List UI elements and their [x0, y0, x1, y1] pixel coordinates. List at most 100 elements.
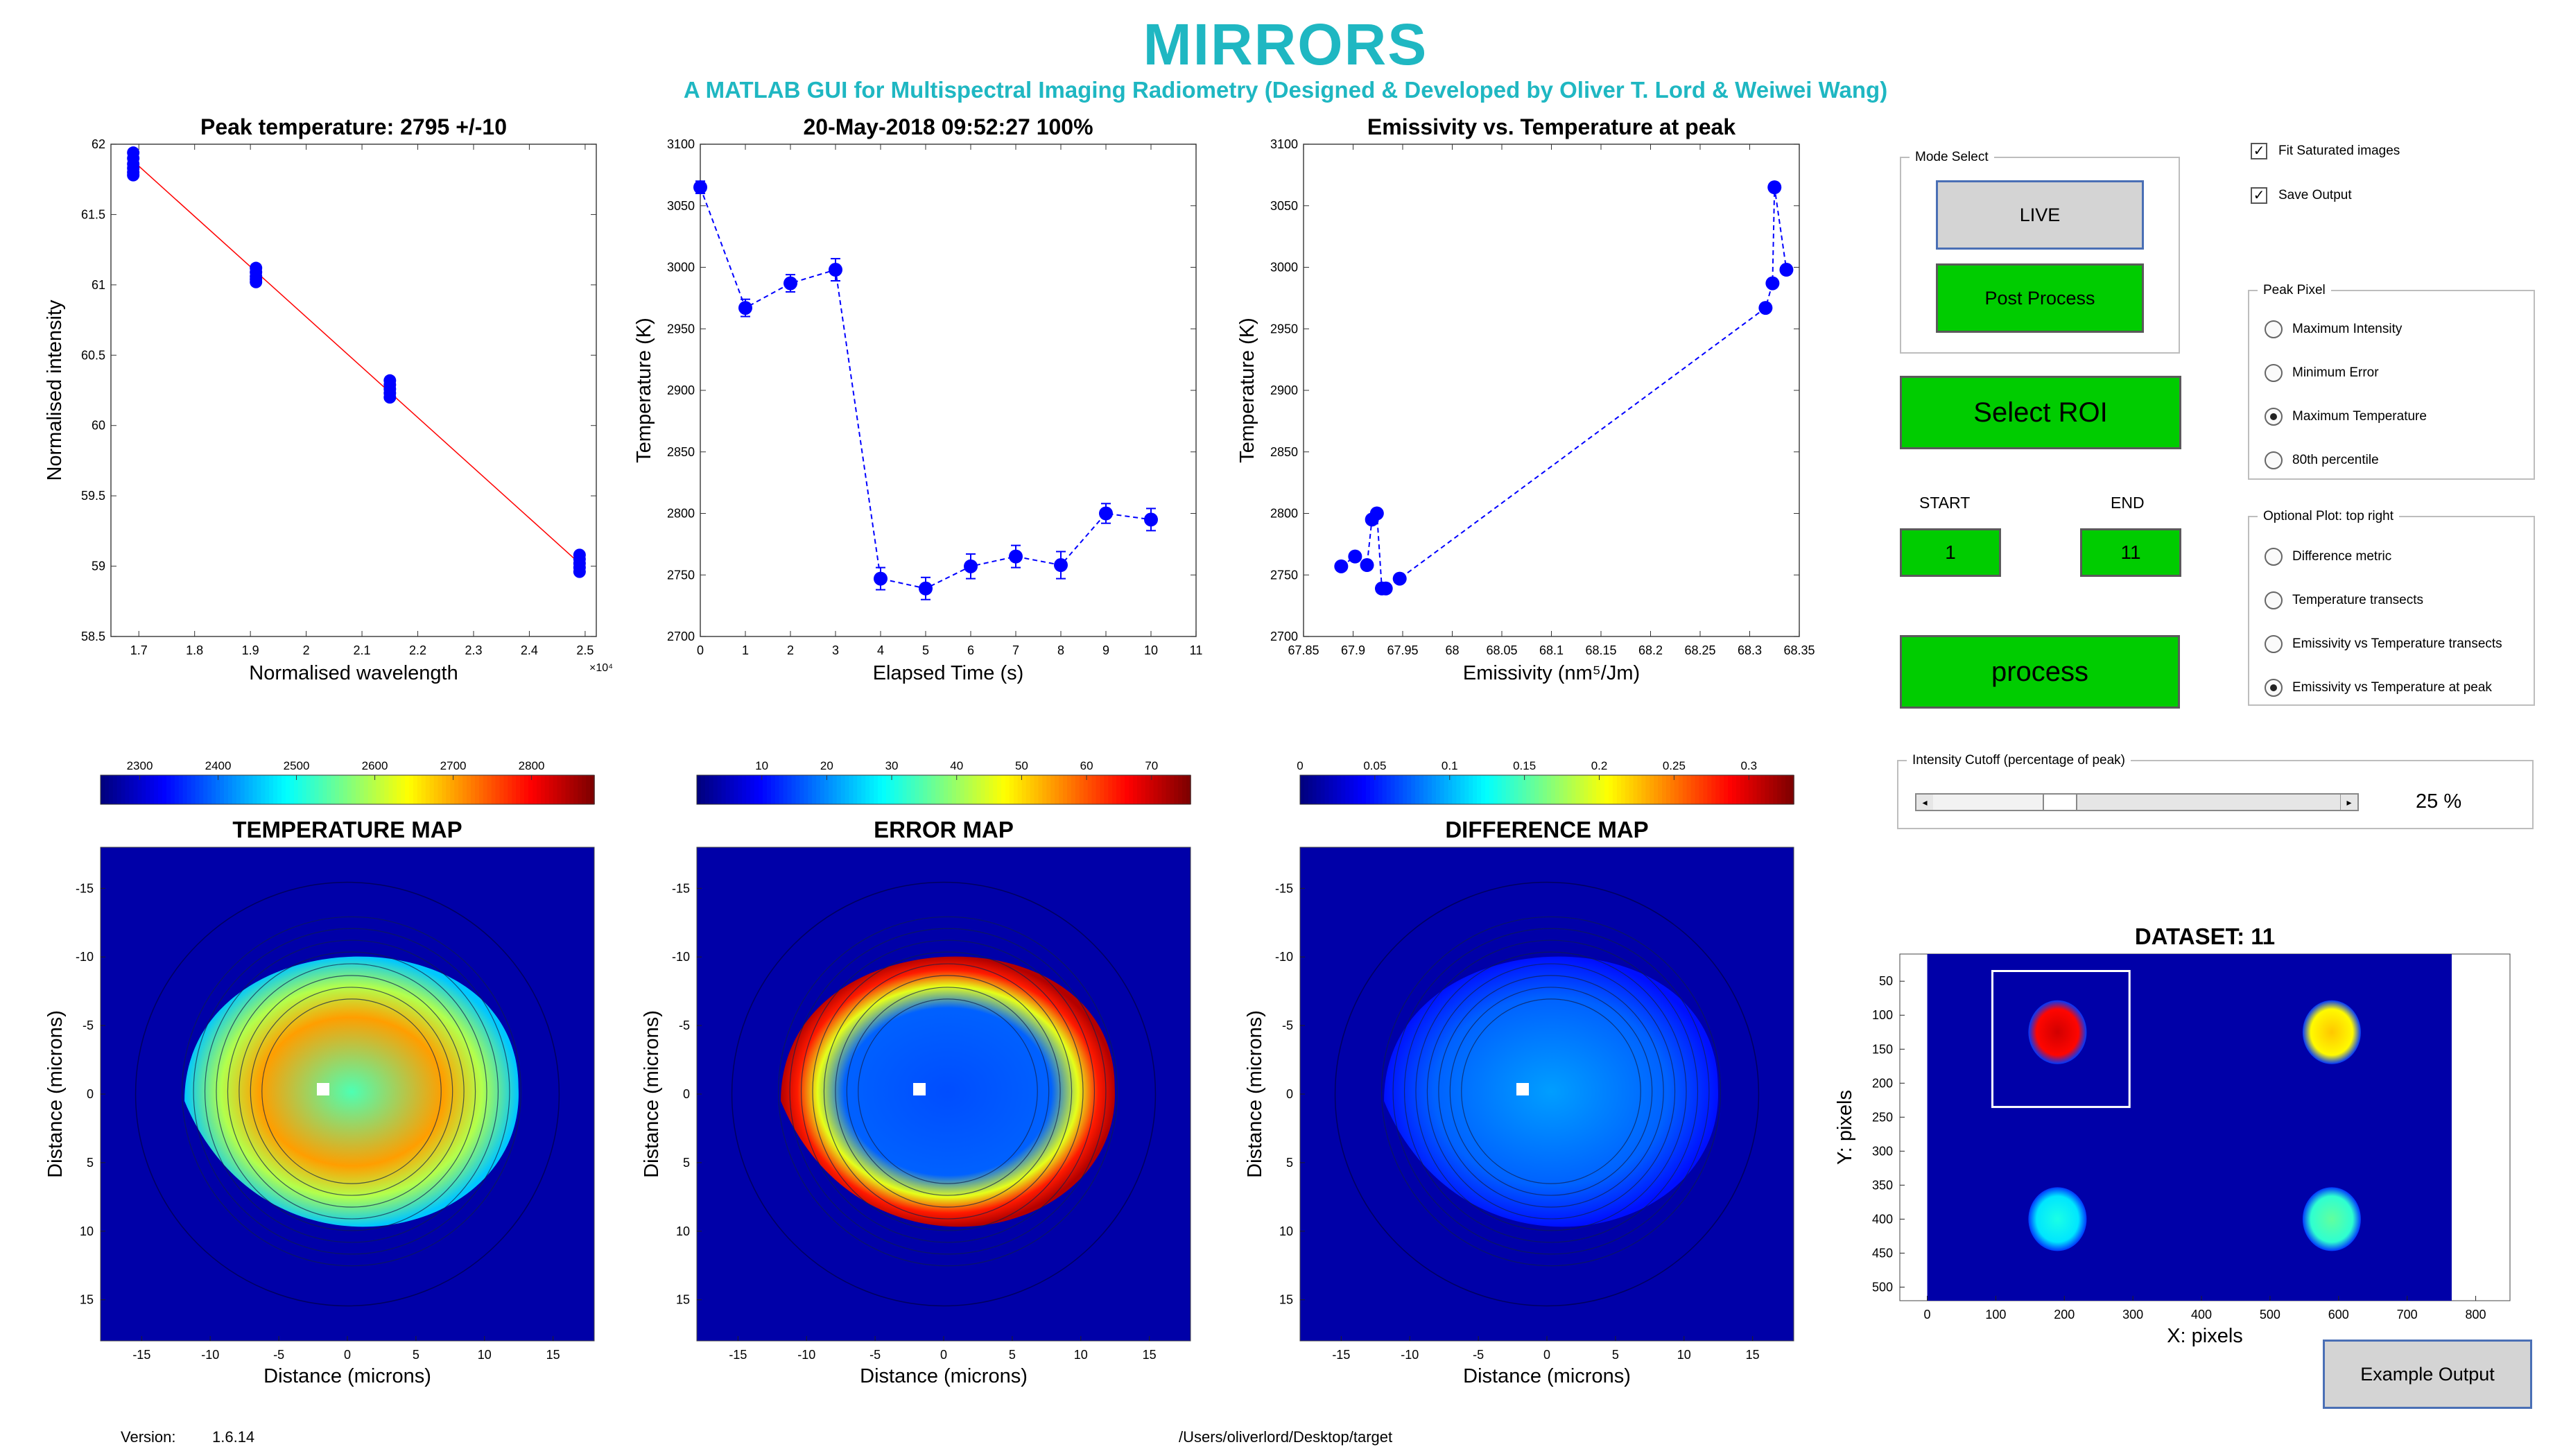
colorbar-segment [779, 775, 784, 804]
colorbar-segment [314, 775, 320, 804]
x-tick-label: 67.9 [1341, 643, 1365, 657]
save-output-checkbox[interactable]: ✓ Save Output [2251, 187, 2352, 204]
colorbar-segment [1104, 775, 1109, 804]
radio-label: Maximum Intensity [2292, 322, 2403, 336]
process-button[interactable]: process [1900, 635, 2180, 709]
colorbar-segment [232, 775, 237, 804]
colorbar-segment [1620, 775, 1626, 804]
slider-left-arrow-icon[interactable]: ◂ [1916, 795, 1934, 810]
y-tick-label: 100 [1872, 1008, 1893, 1022]
colorbar-segment [923, 775, 928, 804]
colorbar-segment [1017, 775, 1023, 804]
contour-line [846, 987, 1050, 1196]
colorbar-segment [273, 775, 278, 804]
radio-80th-percentile[interactable]: 80th percentile [2265, 451, 2379, 469]
colorbar-segment [1001, 775, 1006, 804]
colorbar-segment [578, 775, 582, 804]
colorbar-segment [1711, 775, 1717, 804]
colorbar-segment [1369, 775, 1375, 804]
colorbar-tick-label: 0.25 [1663, 759, 1686, 772]
data-point [383, 391, 397, 404]
y-tick-label: 5 [87, 1156, 94, 1170]
x-tick-label: 500 [2260, 1308, 2280, 1321]
end-field[interactable]: 11 [2080, 528, 2181, 577]
colorbar-segment [1439, 775, 1445, 804]
colorbar-segment [1312, 775, 1317, 804]
colorbar-segment [101, 775, 105, 804]
colorbar-segment [586, 775, 591, 804]
colorbar-segment [742, 775, 747, 804]
colorbar-segment [1042, 775, 1048, 804]
data-point [1392, 571, 1407, 586]
colorbar-segment [421, 775, 426, 804]
live-button[interactable]: LIVE [1936, 180, 2144, 250]
contour-line [812, 951, 1084, 1231]
radio-maximum-intensity[interactable]: Maximum Intensity [2265, 320, 2402, 338]
colorbar-segment [528, 775, 533, 804]
select-roi-label: Select ROI [1973, 397, 2108, 428]
colorbar-segment [721, 775, 727, 804]
radio-temperature-transects[interactable]: Temperature transects [2265, 591, 2423, 609]
colorbar-segment [1674, 775, 1679, 804]
select-roi-button[interactable]: Select ROI [1900, 376, 2181, 449]
fit-saturated-checkbox[interactable]: ✓ Fit Saturated images [2251, 143, 2400, 159]
colorbar-segment [343, 775, 348, 804]
colorbar-segment [1785, 775, 1790, 804]
y-tick-label: 3000 [1270, 261, 1298, 275]
colorbar-segment [524, 775, 529, 804]
x-tick-label: -15 [729, 1348, 747, 1362]
colorbar-tick-label: 60 [1080, 759, 1093, 772]
colorbar-segment [1353, 775, 1358, 804]
colorbar-segment [898, 775, 903, 804]
y-tick-label: 50 [1879, 974, 1893, 988]
radio-minimum-error[interactable]: Minimum Error [2265, 364, 2379, 382]
slider-thumb[interactable] [2043, 795, 2077, 810]
radio-difference-metric[interactable]: Difference metric [2265, 548, 2391, 566]
header: MIRRORS A MATLAB GUI for Multispectral I… [0, 12, 2571, 104]
map-title: ERROR MAP [874, 817, 1014, 842]
intensity-slider[interactable]: ◂ ▸ [1915, 793, 2359, 811]
mode-select-title: Mode Select [1910, 150, 1994, 165]
colorbar-segment [306, 775, 311, 804]
colorbar-segment [1108, 775, 1114, 804]
radio-maximum-temperature[interactable]: Maximum Temperature [2265, 408, 2427, 426]
y-tick-label: 5 [683, 1156, 690, 1170]
temperature-map: 2300 2400 2500 2600 2700 2800 TEMPERATURE MAP -… [44, 759, 595, 1387]
colorbar-segment [240, 775, 245, 804]
colorbar-segment [1686, 775, 1692, 804]
colorbar-segment [1760, 775, 1766, 804]
colorbar-segment [540, 775, 546, 804]
colorbar-segment [380, 775, 386, 804]
y-tick-label: 59.5 [81, 489, 105, 503]
colorbar-segment [297, 775, 303, 804]
colorbar-segment [1328, 775, 1334, 804]
colorbar-segment [302, 775, 307, 804]
y-tick-label: 300 [1872, 1144, 1893, 1158]
colorbar-segment [1419, 775, 1424, 804]
x-axis-label: Distance (microns) [263, 1365, 431, 1387]
colorbar-segment [1444, 775, 1449, 804]
slider-right-arrow-icon[interactable]: ▸ [2340, 795, 2357, 810]
colorbar-segment [746, 775, 751, 804]
colorbar-segment [1678, 775, 1683, 804]
colorbar-segment [935, 775, 940, 804]
colorbar-segment [1559, 775, 1564, 804]
y-tick-label: 62 [92, 137, 105, 151]
colorbar-segment [462, 775, 467, 804]
x-tick-label: 15 [1746, 1348, 1760, 1362]
example-output-button[interactable]: Example Output [2323, 1340, 2532, 1409]
radio-emissivity-temperature-transects[interactable]: Emissivity vs Temperature transects [2265, 635, 2502, 653]
save-output-check-icon: ✓ [2251, 187, 2267, 204]
colorbar-segment [495, 775, 501, 804]
y-tick-label: 450 [1872, 1246, 1893, 1260]
colorbar-segment [750, 775, 755, 804]
start-field[interactable]: 1 [1900, 528, 2001, 577]
colorbar-segment [158, 775, 163, 804]
radio-emissivity-temperature-peak[interactable]: Emissivity vs Temperature at peak [2265, 679, 2492, 697]
colorbar-segment [734, 775, 739, 804]
colorbar-segment [1030, 775, 1035, 804]
post-process-button[interactable]: Post Process [1936, 263, 2144, 333]
colorbar-segment [355, 775, 361, 804]
y-tick-label: 15 [1279, 1293, 1293, 1307]
intensity-cutoff-value: 25 % [2416, 790, 2462, 813]
